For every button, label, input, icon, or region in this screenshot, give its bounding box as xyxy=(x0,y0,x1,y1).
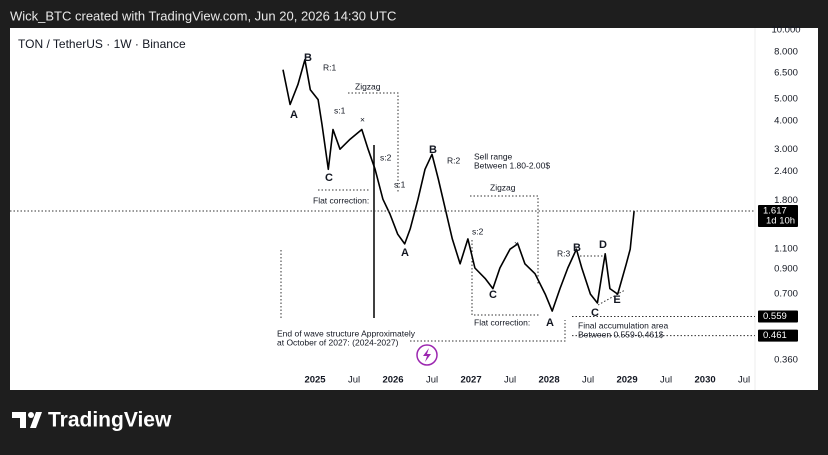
guide xyxy=(471,240,540,316)
x-tick-label: Jul xyxy=(504,375,516,386)
annotation: End of wave structure Approximately xyxy=(277,328,416,338)
annotation: B xyxy=(573,242,581,254)
x-tick-label: Jul xyxy=(426,375,438,386)
annotation: A xyxy=(290,109,298,121)
x-tick-label: 2027 xyxy=(460,375,481,386)
annotation: A xyxy=(401,247,409,259)
y-tick-label: 0.360 xyxy=(774,355,798,366)
guides xyxy=(280,92,626,342)
annotation: Between 1.80-2.00$ xyxy=(474,160,550,170)
y-tick-label: 2.400 xyxy=(774,166,798,177)
annotation: R:1 xyxy=(323,62,337,72)
y-tick-label: 1.100 xyxy=(774,244,798,255)
price-label-box xyxy=(758,329,798,342)
annotation: E xyxy=(613,294,620,306)
annotation: × xyxy=(360,114,365,124)
annotation: × xyxy=(514,238,519,248)
event-icon-bolt xyxy=(423,348,431,362)
annotation: at October of 2027: (2024-2027) xyxy=(277,337,399,347)
x-tick-label: 2028 xyxy=(538,375,559,386)
y-tick-label: 0.900 xyxy=(774,264,798,275)
annotation: s:2 xyxy=(380,152,392,162)
annotation: C xyxy=(489,289,497,301)
annotation: Sell range xyxy=(474,151,513,161)
y-tick-label: 4.000 xyxy=(774,115,798,126)
y-tick-label: 0.700 xyxy=(774,289,798,300)
plot: 10.000 8.000 6.500 5.000 4.000 3.000 2.400 1.80… xyxy=(10,24,801,386)
y-tick-label: 5.000 xyxy=(774,93,798,104)
x-tick-label: Jul xyxy=(582,375,594,386)
annotation: B xyxy=(304,52,312,64)
annotation: s:2 xyxy=(472,226,484,236)
annotation: Flat correction: xyxy=(474,317,530,327)
x-tick-label: Jul xyxy=(348,375,360,386)
price-label-box xyxy=(758,204,798,227)
chart-title: TON / TetherUS · 1W · Binance xyxy=(18,37,186,51)
brand: TradingView xyxy=(48,409,172,432)
price-label: 0.461 xyxy=(763,330,787,341)
chart-panel xyxy=(10,28,818,390)
guide xyxy=(597,289,626,306)
x-tick-label: 2030 xyxy=(695,375,716,386)
annotation: A xyxy=(546,317,554,329)
logo-mark xyxy=(12,412,42,428)
annotation: Final accumulation area xyxy=(578,320,669,330)
price-label: 0.559 xyxy=(763,311,787,322)
y-tick-label: 8.000 xyxy=(774,47,798,58)
annotation: Zigzag xyxy=(490,182,516,192)
x-tick-label: Jul xyxy=(738,375,750,386)
x-tick-label: Jul xyxy=(660,375,672,386)
annotation: C xyxy=(325,172,333,184)
annotation: R:3 xyxy=(557,248,571,258)
annotation: s:1 xyxy=(394,179,406,189)
logo-dot xyxy=(28,412,34,418)
annotation: R:2 xyxy=(447,155,461,165)
annotation: s:1 xyxy=(334,105,346,115)
zigzag-box xyxy=(348,92,399,193)
annotation: C xyxy=(591,307,599,319)
annotation: Between 0.559-0.461$ xyxy=(578,329,664,339)
header: Wick_BTC created with TradingView.com, J… xyxy=(10,8,396,23)
y-tick-label: 1.800 xyxy=(774,195,798,206)
x-tick-label: 2025 xyxy=(304,375,326,386)
price-label: 1.617 xyxy=(763,205,787,216)
y-tick-label: 3.000 xyxy=(774,144,798,155)
guide xyxy=(410,320,566,342)
logo: TradingView xyxy=(12,409,172,432)
price-label-note: 1d 10h xyxy=(766,215,795,226)
y-tick-label: 6.500 xyxy=(774,67,798,78)
x-tick-label: 2026 xyxy=(382,375,403,386)
y-tick-label: 10.000 xyxy=(771,24,800,35)
price-label-box xyxy=(758,310,798,323)
price-line xyxy=(282,58,635,312)
annotation: B xyxy=(429,144,437,156)
annotation: Flat correction: xyxy=(313,195,369,205)
zigzag-box xyxy=(470,195,539,285)
annotation: Zigzag xyxy=(355,81,381,91)
x-tick-label: 2029 xyxy=(616,375,637,386)
annotation: D xyxy=(599,239,607,251)
